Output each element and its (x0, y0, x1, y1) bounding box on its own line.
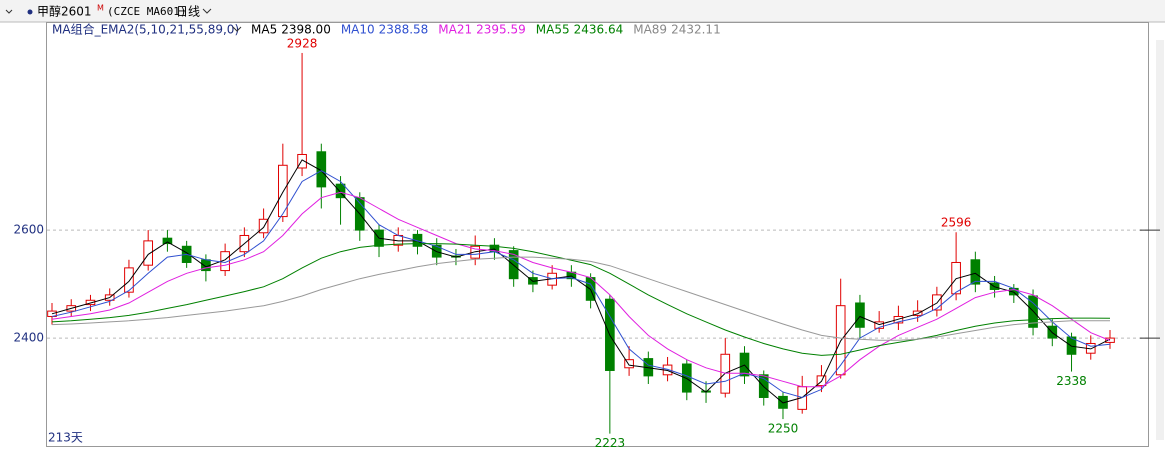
legend-value: 2395.59 (476, 23, 526, 37)
indicator-dropdown[interactable] (232, 26, 242, 32)
symbol: 甲醇2601 (37, 4, 92, 19)
indicator-name[interactable]: MA组合_EMA2(5,10,21,55,89,0) (52, 22, 239, 37)
low-label: 2223 (595, 436, 626, 449)
candle-body (624, 359, 634, 369)
legend-name: MA5 (251, 23, 277, 37)
candle-body (951, 261, 961, 295)
candle-body (970, 259, 981, 285)
high-label: 2596 (941, 216, 972, 230)
period[interactable]: 日线 (176, 5, 200, 19)
symbol-sup: M (97, 4, 104, 13)
ma-line (51, 170, 1111, 399)
low-label: 2250 (768, 422, 799, 436)
candle-body (297, 153, 307, 169)
legend-value: 2398.00 (281, 23, 331, 37)
title-bar (0, 0, 1165, 22)
legend-value: 2388.58 (379, 23, 429, 37)
candle-body (85, 299, 96, 306)
candle-body (739, 352, 750, 377)
candle-body (681, 363, 692, 393)
candle-body (278, 164, 288, 218)
candle-body (431, 244, 442, 258)
ma-line (51, 159, 1111, 404)
high-label: 2928 (287, 36, 318, 50)
legend-name: MA89 (633, 23, 667, 37)
candle-body (124, 267, 134, 293)
ma-line (51, 256, 1111, 341)
legend-name: MA10 (341, 23, 375, 37)
y-tick-label: 2400 (13, 331, 44, 345)
collapse-icon[interactable] (5, 9, 13, 14)
ma-line (51, 243, 1111, 356)
legend-name: MA21 (438, 23, 472, 37)
legend-name: MA55 (536, 23, 570, 37)
exchange: (CZCE MA601) (107, 5, 186, 18)
scrollbar[interactable] (1156, 40, 1164, 440)
candle-body (162, 237, 173, 245)
candle-body (893, 315, 904, 324)
candle-body (412, 233, 423, 247)
legend-value: 2432.11 (671, 23, 721, 37)
symbol-dot (27, 9, 33, 15)
plot-frame (46, 22, 1149, 447)
legend-value: 2436.64 (574, 23, 624, 37)
candle-body (470, 245, 481, 259)
candle-body (335, 183, 346, 199)
bar-count: 213天 (48, 431, 83, 445)
candle-body (855, 302, 865, 328)
candle-body (258, 218, 269, 234)
candle-body (143, 240, 154, 266)
period-dropdown[interactable] (202, 8, 212, 14)
ma-line (51, 191, 1111, 388)
y-tick-label: 2600 (13, 223, 44, 237)
low-label: 2338 (1056, 374, 1087, 388)
candle-body (316, 151, 327, 188)
